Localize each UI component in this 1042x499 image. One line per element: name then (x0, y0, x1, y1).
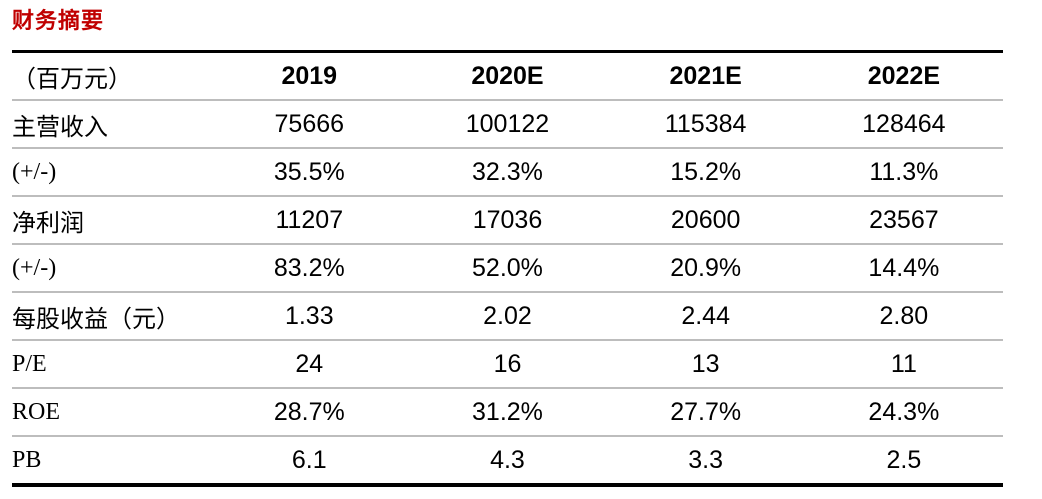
table-row-eps: 每股收益（元） 1.33 2.02 2.44 2.80 (12, 292, 1003, 341)
table-row-revenue-growth: (+/-) 35.5% 32.3% 15.2% 11.3% (12, 148, 1003, 197)
table-row-net-profit: 净利润 11207 17036 20600 23567 (12, 196, 1003, 245)
cell-value: 15.2% (606, 148, 805, 197)
cell-value: 11 (804, 340, 1003, 389)
cell-value: 31.2% (408, 388, 607, 437)
cell-value: 20.9% (606, 244, 805, 293)
cell-value: 27.7% (606, 388, 805, 437)
row-label: PB (12, 446, 42, 473)
cell-value: 24 (210, 340, 409, 389)
unit-header: （百万元） (12, 51, 211, 101)
cell-value: 6.1 (291, 445, 327, 474)
row-label: P/E (12, 340, 211, 389)
column-header-2021e: 2021E (606, 51, 805, 101)
table-row-net-profit-growth: (+/-) 83.2% 52.0% 20.9% 14.4% (12, 244, 1003, 293)
column-header-2020e: 2020E (408, 51, 607, 101)
cell-value: 2.80 (804, 292, 1003, 341)
page-title: 财务摘要 (12, 8, 105, 33)
cell-value: 14.4% (804, 244, 1003, 293)
cell-value: 23567 (804, 196, 1003, 245)
cell-value: 13 (606, 340, 805, 389)
row-label: 净利润 (12, 196, 211, 245)
financial-summary-table: （百万元） 2019 2020E 2021E 2022E 主营收入 75666 … (12, 50, 1003, 487)
column-header-2019: 2019 (210, 51, 409, 101)
row-label: 主营收入 (12, 100, 211, 149)
cell-value: 2.5 (886, 445, 922, 474)
cell-value: 100122 (408, 100, 607, 149)
cell-value: 75666 (210, 100, 409, 149)
column-header-2022e: 2022E (804, 51, 1003, 101)
cell-value: 17036 (408, 196, 607, 245)
cell-value: 4.3 (490, 445, 525, 474)
row-label: (+/-) (12, 148, 211, 197)
cell-value: 20600 (606, 196, 805, 245)
cell-value: 32.3% (408, 148, 607, 197)
cell-value: 2.44 (606, 292, 805, 341)
cell-value: 3.3 (688, 445, 724, 474)
table-row-revenue: 主营收入 75666 100122 115384 128464 (12, 100, 1003, 149)
table-row-pb: PB 6.1 4.3 3.3 2.5 (12, 436, 1003, 485)
table-body: 主营收入 75666 100122 115384 128464 (+/-) 35… (12, 100, 1003, 485)
cell-value: 28.7% (210, 388, 409, 437)
header-row: （百万元） 2019 2020E 2021E 2022E (12, 51, 1003, 101)
cell-value: 16 (408, 340, 607, 389)
table-header: （百万元） 2019 2020E 2021E 2022E (12, 51, 1003, 101)
cell-value: 83.2% (210, 244, 409, 293)
cell-value: 11.3% (804, 148, 1003, 197)
cell-value: 35.5% (210, 148, 409, 197)
table-row-pe: P/E 24 16 13 11 (12, 340, 1003, 389)
cell-value: 52.0% (408, 244, 607, 293)
table-row-roe: ROE 28.7% 31.2% 27.7% 24.3% (12, 388, 1003, 437)
row-label: (+/-) (12, 244, 211, 293)
cell-value: 115384 (606, 100, 805, 149)
cell-value: 2.02 (408, 292, 607, 341)
row-label: ROE (12, 388, 211, 437)
cell-value: 11207 (210, 196, 409, 245)
cell-value: 128464 (804, 100, 1003, 149)
cell-value: 24.3% (804, 388, 1003, 437)
cell-value: 1.33 (210, 292, 409, 341)
row-label: 每股收益（元） (12, 292, 211, 341)
